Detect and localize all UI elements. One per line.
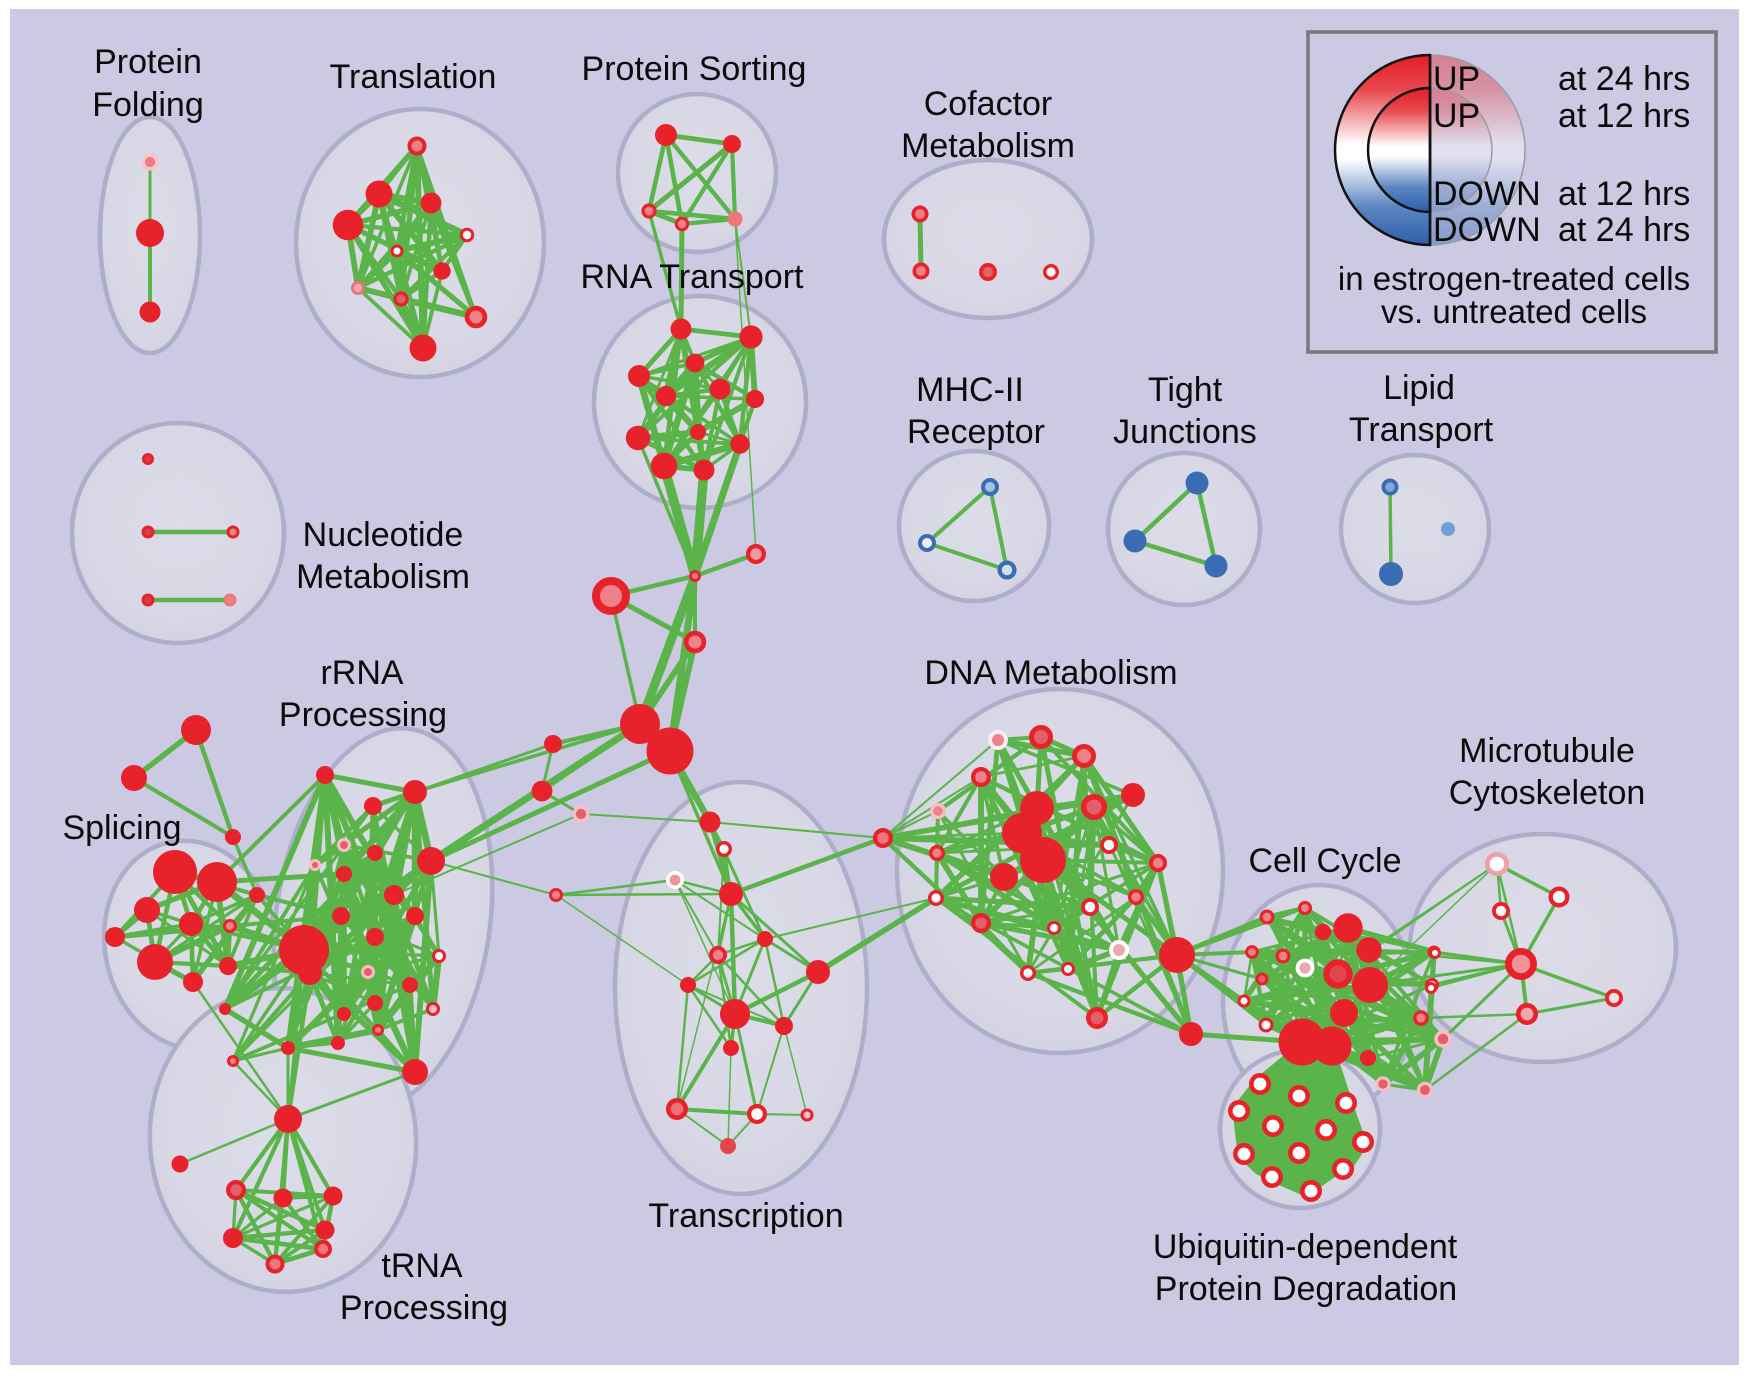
svg-text:Processing: Processing — [340, 1289, 508, 1327]
svg-text:Metabolism: Metabolism — [296, 558, 470, 596]
svg-text:Protein: Protein — [94, 43, 202, 81]
svg-text:Tight: Tight — [1148, 371, 1223, 409]
svg-text:Protein Degradation: Protein Degradation — [1155, 1270, 1457, 1308]
svg-text:Protein Sorting: Protein Sorting — [582, 50, 807, 88]
svg-text:tRNA: tRNA — [381, 1247, 463, 1285]
svg-text:Processing: Processing — [279, 696, 447, 734]
svg-text:Translation: Translation — [330, 58, 497, 96]
svg-text:UP: UP — [1433, 60, 1480, 98]
svg-text:vs. untreated cells: vs. untreated cells — [1381, 293, 1647, 330]
svg-text:Transport: Transport — [1349, 411, 1494, 449]
svg-text:Folding: Folding — [92, 86, 204, 124]
svg-text:Cell Cycle: Cell Cycle — [1248, 842, 1401, 880]
svg-text:MHC-II: MHC-II — [916, 371, 1024, 409]
svg-text:Lipid: Lipid — [1383, 369, 1455, 407]
svg-text:DOWN: DOWN — [1433, 211, 1541, 249]
svg-text:Cofactor: Cofactor — [924, 85, 1053, 123]
svg-text:Receptor: Receptor — [907, 413, 1045, 451]
svg-text:Metabolism: Metabolism — [901, 127, 1075, 165]
svg-text:at 12 hrs: at 12 hrs — [1558, 175, 1690, 213]
svg-text:at 24 hrs: at 24 hrs — [1558, 60, 1690, 98]
svg-text:Microtubule: Microtubule — [1459, 732, 1635, 770]
svg-text:at 24 hrs: at 24 hrs — [1558, 211, 1690, 249]
svg-text:in estrogen-treated cells: in estrogen-treated cells — [1338, 260, 1690, 297]
svg-text:Splicing: Splicing — [62, 809, 181, 847]
svg-text:RNA Transport: RNA Transport — [581, 258, 805, 296]
svg-text:Junctions: Junctions — [1113, 413, 1257, 451]
svg-text:DNA Metabolism: DNA Metabolism — [924, 654, 1177, 692]
svg-text:Nucleotide: Nucleotide — [303, 516, 464, 554]
svg-text:UP: UP — [1433, 97, 1480, 135]
svg-text:Transcription: Transcription — [648, 1197, 843, 1235]
svg-text:at 12 hrs: at 12 hrs — [1558, 97, 1690, 135]
svg-text:Cytoskeleton: Cytoskeleton — [1449, 774, 1646, 812]
svg-text:Ubiquitin-dependent: Ubiquitin-dependent — [1153, 1228, 1458, 1266]
svg-text:rRNA: rRNA — [320, 654, 403, 692]
svg-text:DOWN: DOWN — [1433, 175, 1541, 213]
